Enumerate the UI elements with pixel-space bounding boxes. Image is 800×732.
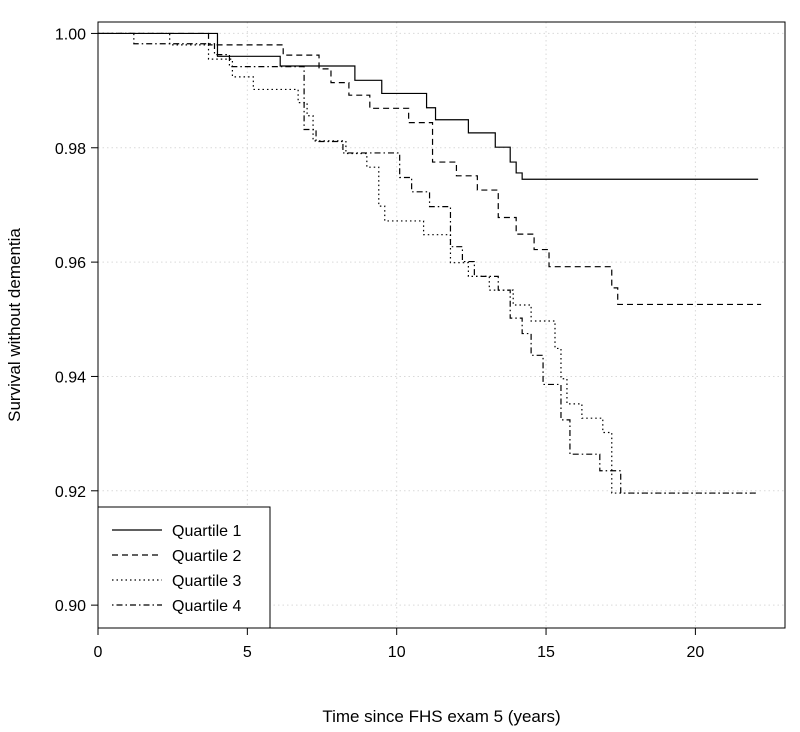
x-tick-label: 15: [537, 644, 555, 661]
series-line-quartile-4: [98, 32, 759, 494]
gridlines: [98, 22, 785, 628]
axes: 0 5 10 15 20 0.90 0.92 0.94 0.96 0.98 1.00: [55, 26, 705, 661]
series-layer: [98, 32, 762, 494]
legend-label-quartile-3: Quartile 3: [172, 573, 241, 590]
y-tick-label: 1.00: [55, 26, 86, 43]
plot-frame: [97, 21, 786, 629]
legend-label-quartile-1: Quartile 1: [172, 523, 241, 540]
y-tick-label: 0.94: [55, 369, 86, 386]
x-axis-title: Time since FHS exam 5 (years): [322, 707, 560, 726]
y-tick-label: 0.98: [55, 141, 86, 158]
y-tick-label: 0.90: [55, 598, 86, 615]
x-tick-label: 10: [388, 644, 406, 661]
legend-label-quartile-4: Quartile 4: [172, 598, 241, 615]
x-tick-label: 20: [686, 644, 704, 661]
x-tick-label: 0: [94, 644, 103, 661]
y-tick-label: 0.96: [55, 255, 86, 272]
legend-label-quartile-2: Quartile 2: [172, 548, 241, 565]
legend: Quartile 1 Quartile 2 Quartile 3 Quartile 4: [97, 506, 271, 629]
y-axis-title: Survival without dementia: [5, 228, 24, 422]
y-tick-label: 0.92: [55, 484, 86, 501]
legend-box: [97, 506, 271, 629]
x-tick-label: 5: [243, 644, 252, 661]
series-line-quartile-2: [98, 32, 762, 306]
